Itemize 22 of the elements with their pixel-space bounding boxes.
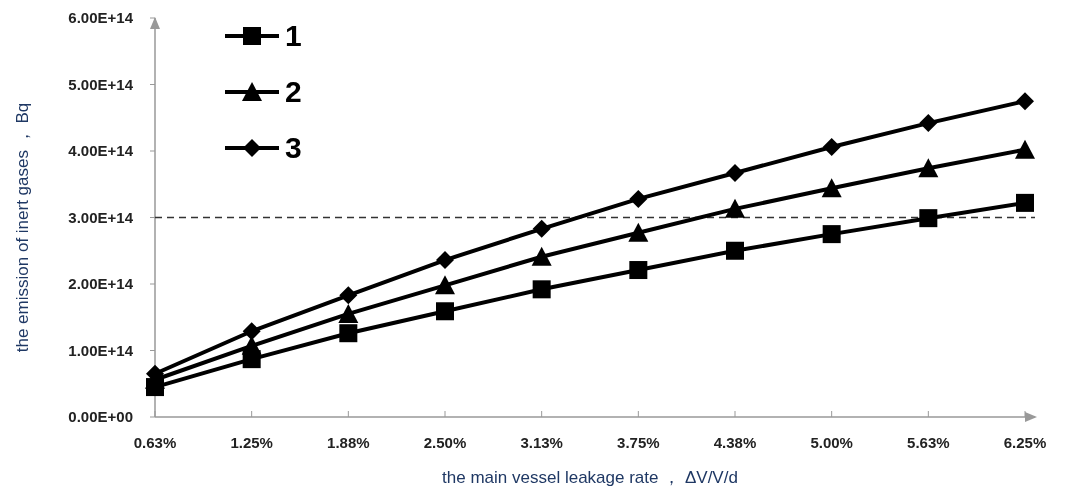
x-tick-label: 1.88% [327,434,370,451]
x-tick-label: 1.25% [230,434,273,451]
y-tick-label: 1.00E+14 [68,341,134,359]
y-tick-label: 4.00E+14 [68,142,134,159]
y-tick-label: 3.00E+14 [68,208,134,226]
x-tick-label: 5.63% [907,434,950,451]
legend-label: 2 [285,75,302,108]
x-tick-label: 6.25% [1003,434,1047,451]
y-tick-label: 6.00E+14 [68,9,134,26]
x-tick-label: 3.13% [520,434,563,451]
y-tick-label: 2.00E+14 [68,275,134,292]
y-tick-label: 5.00E+14 [68,75,134,93]
y-tick-label: 0.00E+00 [68,408,133,425]
legend-label: 1 [285,19,302,52]
legend-label: 3 [285,131,302,164]
x-tick-label: 3.75% [617,434,660,451]
x-tick-label: 5.00% [810,434,853,451]
x-axis-title: the main vessel leakage rate ， ΔV/V/d [442,468,738,487]
x-tick-label: 4.38% [713,434,757,451]
x-tick-label: 0.63% [133,434,177,451]
y-axis-title: the emission of inert gases ， Bq [13,102,32,353]
x-tick-label: 2.50% [423,434,467,451]
